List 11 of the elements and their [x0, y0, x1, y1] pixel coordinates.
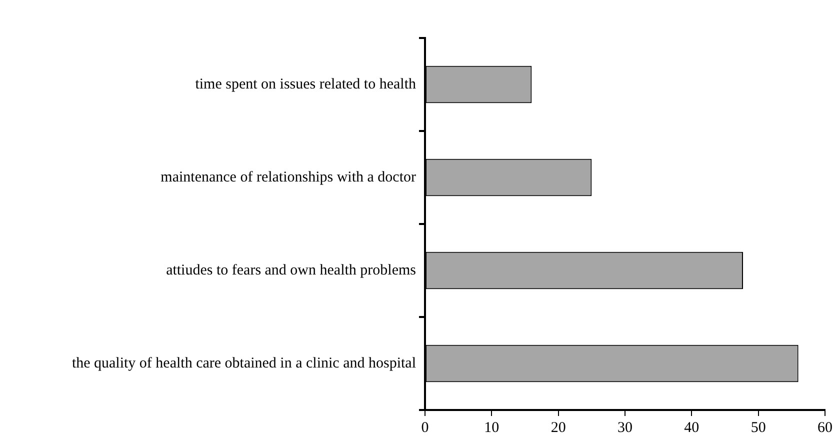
y-tick-label: attiudes to fears and own health problems: [166, 262, 416, 278]
y-tick-label: maintenance of relationships with a doctor: [160, 169, 416, 186]
x-tick-label: 10: [484, 420, 500, 436]
x-tick-label: 60: [818, 420, 832, 436]
x-tick-label: 30: [618, 420, 632, 436]
y-tick-label: time spent on issues related to health: [195, 76, 416, 92]
x-tick-label: 50: [750, 420, 766, 436]
x-tick-label: 20: [550, 420, 566, 436]
x-tick-label: 40: [684, 420, 700, 436]
x-tick-label: 0: [421, 420, 429, 436]
y-tick-label: the quality of health care obtained in a clinic and hospital: [72, 355, 416, 372]
